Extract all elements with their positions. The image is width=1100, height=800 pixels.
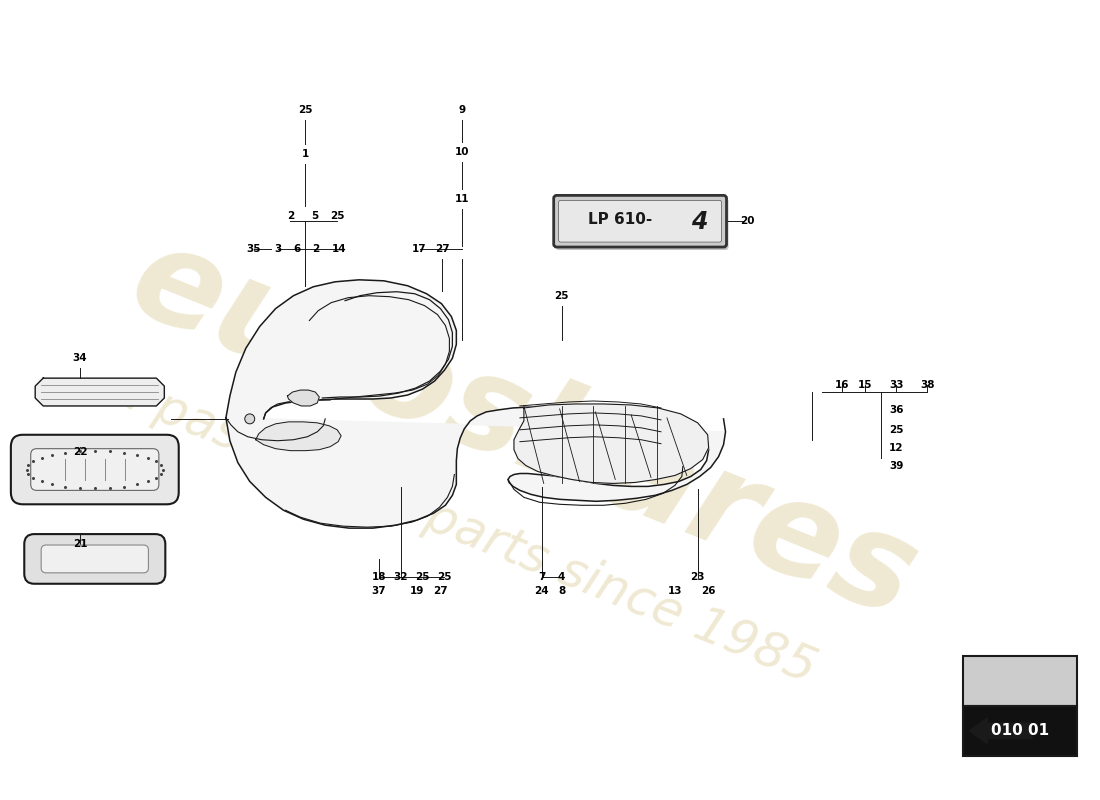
Text: 8: 8 [558,586,565,596]
Text: 36: 36 [889,405,903,415]
Text: 20: 20 [740,216,755,226]
FancyBboxPatch shape [559,200,722,242]
Text: 27: 27 [433,586,448,596]
Text: 25: 25 [554,290,569,301]
Text: a passion for parts since 1985: a passion for parts since 1985 [106,366,824,693]
Text: 35: 35 [246,244,261,254]
Text: 25: 25 [416,572,430,582]
Text: 6: 6 [294,244,301,254]
FancyBboxPatch shape [31,449,158,490]
Text: 1: 1 [301,149,309,158]
Text: 25: 25 [437,572,452,582]
Text: 17: 17 [412,244,427,254]
Text: 3: 3 [274,244,282,254]
Text: 33: 33 [889,380,903,390]
Polygon shape [255,422,341,450]
Polygon shape [35,378,164,406]
Text: LP 610-: LP 610- [588,212,652,226]
Text: 26: 26 [702,586,716,596]
FancyBboxPatch shape [556,198,728,250]
Text: 23: 23 [691,572,705,582]
Text: 10: 10 [455,146,470,157]
FancyBboxPatch shape [962,656,1077,706]
Text: 24: 24 [535,586,549,596]
FancyArrow shape [969,718,1032,744]
Text: 2: 2 [287,211,294,222]
Text: 37: 37 [372,586,386,596]
Text: 13: 13 [668,586,682,596]
Text: 010 01: 010 01 [991,723,1049,738]
Text: 22: 22 [73,446,87,457]
Text: 2: 2 [311,244,319,254]
Text: 9: 9 [459,105,466,115]
Text: 25: 25 [330,211,344,222]
Text: euroshares: euroshares [113,214,934,645]
FancyBboxPatch shape [553,195,726,247]
Text: 4: 4 [558,572,565,582]
Text: 25: 25 [889,425,903,434]
Text: 34: 34 [73,354,87,363]
Text: 11: 11 [455,194,470,204]
FancyBboxPatch shape [11,434,178,504]
Text: 15: 15 [857,380,872,390]
FancyBboxPatch shape [962,706,1077,755]
Text: 27: 27 [436,244,450,254]
Text: 14: 14 [332,244,346,254]
Text: 12: 12 [889,442,903,453]
Text: 5: 5 [311,211,319,222]
FancyBboxPatch shape [41,545,148,573]
Text: 4: 4 [692,210,708,234]
FancyBboxPatch shape [24,534,165,584]
Text: 16: 16 [835,380,849,390]
Text: 32: 32 [394,572,408,582]
Text: 25: 25 [298,105,312,115]
Text: 38: 38 [920,380,934,390]
Polygon shape [287,390,319,406]
Polygon shape [514,404,708,483]
Text: 19: 19 [409,586,424,596]
Text: 39: 39 [889,461,903,470]
Circle shape [245,414,255,424]
Text: 18: 18 [372,572,386,582]
Text: 21: 21 [73,539,87,549]
Text: 7: 7 [538,572,546,582]
Polygon shape [226,280,726,528]
